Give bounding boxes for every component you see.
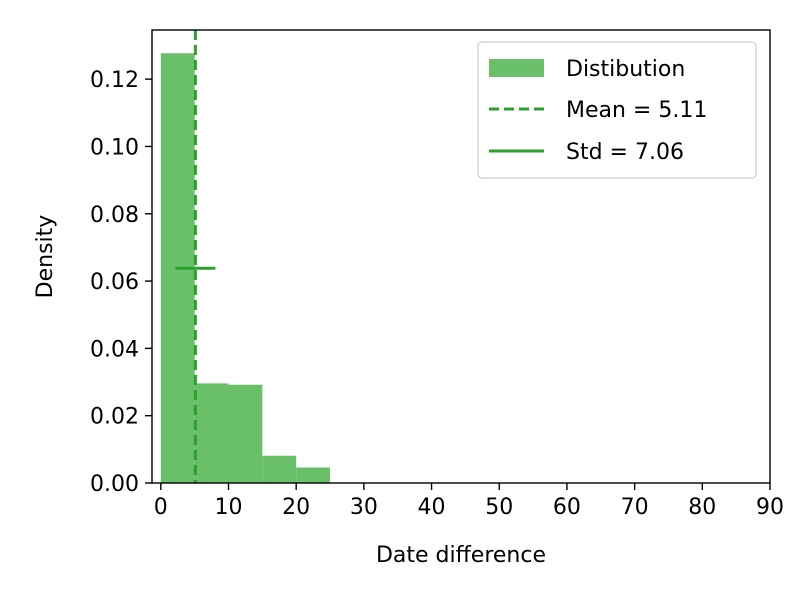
legend-label-distribution: Distibution	[566, 57, 685, 82]
x-tick-label: 90	[756, 495, 784, 520]
y-axis-ticks: 0.00 0.02 0.04 0.06 0.08 0.10 0.12	[90, 68, 152, 497]
y-axis-label: Density	[33, 215, 58, 299]
x-tick-label: 80	[688, 495, 716, 520]
histogram-bar-1	[194, 383, 229, 483]
legend-swatch-distribution	[489, 59, 544, 77]
histogram-bar-4	[296, 467, 331, 483]
x-axis-ticks: 0 10 20 30 40 50 60 70 80 90	[154, 483, 784, 520]
legend: Distibution Mean = 5.11 Std = 7.06	[477, 41, 757, 179]
y-tick-label: 0.02	[90, 405, 139, 430]
x-tick-label: 60	[553, 495, 581, 520]
x-axis-label: Date difference	[376, 543, 546, 568]
y-tick-label: 0.04	[90, 337, 139, 362]
y-tick-label: 0.00	[90, 472, 139, 497]
y-tick-label: 0.10	[90, 135, 139, 160]
histogram-bar-3	[262, 455, 297, 483]
x-tick-label: 30	[350, 495, 378, 520]
y-tick-label: 0.12	[90, 68, 139, 93]
x-tick-label: 40	[418, 495, 446, 520]
x-tick-label: 20	[282, 495, 310, 520]
reference-lines	[175, 30, 216, 483]
x-tick-label: 10	[214, 495, 242, 520]
plot-frame	[151, 29, 771, 484]
x-tick-label: 0	[154, 495, 168, 520]
y-tick-label: 0.08	[90, 203, 139, 228]
histogram-bar-2	[228, 384, 263, 483]
x-tick-label: 70	[621, 495, 649, 520]
x-tick-label: 50	[485, 495, 513, 520]
y-tick-label: 0.06	[90, 270, 139, 295]
legend-label-std: Std = 7.06	[566, 140, 684, 165]
legend-label-mean: Mean = 5.11	[566, 98, 707, 123]
legend-box	[477, 41, 757, 179]
